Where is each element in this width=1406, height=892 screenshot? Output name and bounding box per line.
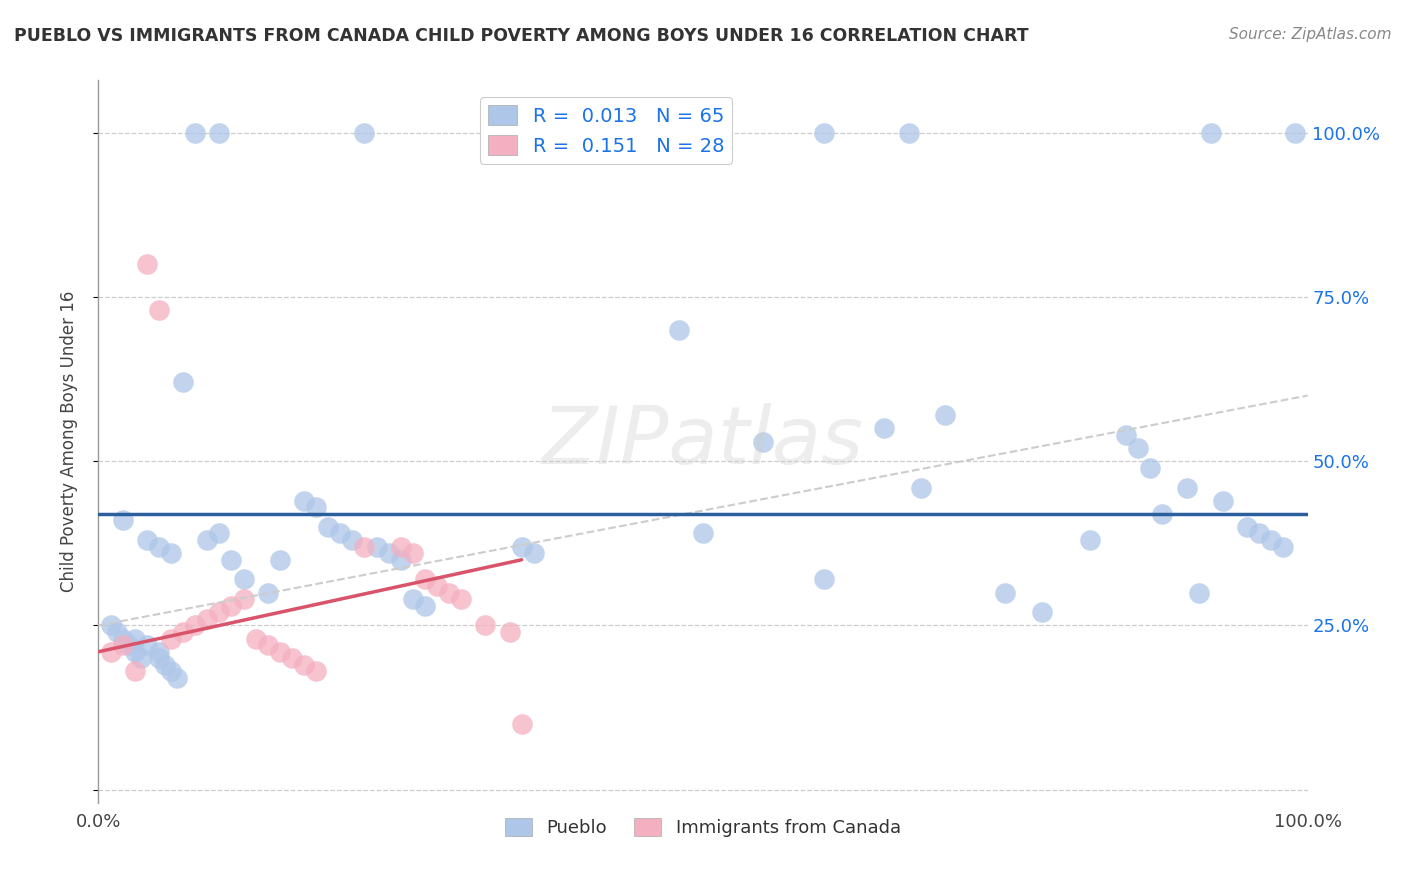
Point <box>160 665 183 679</box>
Point <box>100 618 122 632</box>
Point <box>153 657 176 672</box>
Point <box>281 651 304 665</box>
Point <box>232 573 254 587</box>
Point <box>498 625 520 640</box>
Point <box>148 303 170 318</box>
Point <box>897 126 920 140</box>
Point <box>208 126 231 140</box>
Point <box>292 657 315 672</box>
Point <box>184 126 207 140</box>
Point <box>135 533 157 547</box>
Point <box>160 632 183 646</box>
Point <box>166 671 188 685</box>
Point <box>342 533 364 547</box>
Point <box>221 599 243 613</box>
Point <box>172 625 194 640</box>
Text: ZIPatlas: ZIPatlas <box>541 402 865 481</box>
Point <box>292 493 315 508</box>
Point <box>256 638 278 652</box>
Point <box>124 665 146 679</box>
Point <box>160 546 183 560</box>
Point <box>510 717 533 731</box>
Point <box>510 540 533 554</box>
Point <box>1152 507 1174 521</box>
Point <box>111 632 134 646</box>
Point <box>1249 526 1271 541</box>
Point <box>221 553 243 567</box>
Point <box>1260 533 1282 547</box>
Point <box>402 592 425 607</box>
Point <box>873 421 896 435</box>
Point <box>148 651 170 665</box>
Point <box>426 579 449 593</box>
Point <box>1212 493 1234 508</box>
Point <box>1199 126 1222 140</box>
Point <box>668 323 690 337</box>
Point <box>413 599 436 613</box>
Point <box>305 665 328 679</box>
Point <box>1115 428 1137 442</box>
Point <box>148 540 170 554</box>
Point <box>402 546 425 560</box>
Point <box>1078 533 1101 547</box>
Point <box>1128 441 1150 455</box>
Point <box>752 434 775 449</box>
Point <box>813 126 835 140</box>
Point <box>305 500 328 515</box>
Point <box>256 585 278 599</box>
Point <box>124 645 146 659</box>
Point <box>329 526 352 541</box>
Point <box>353 540 375 554</box>
Point <box>934 409 956 423</box>
Point <box>389 540 412 554</box>
Point <box>1139 460 1161 475</box>
Point <box>208 605 231 619</box>
Point <box>1272 540 1295 554</box>
Point <box>1236 520 1258 534</box>
Point <box>692 526 714 541</box>
Point <box>129 651 152 665</box>
Point <box>474 618 496 632</box>
Point <box>389 553 412 567</box>
Point <box>523 546 546 560</box>
Text: PUEBLO VS IMMIGRANTS FROM CANADA CHILD POVERTY AMONG BOYS UNDER 16 CORRELATION C: PUEBLO VS IMMIGRANTS FROM CANADA CHILD P… <box>14 27 1029 45</box>
Point <box>184 618 207 632</box>
Point <box>195 612 218 626</box>
Point <box>245 632 267 646</box>
Point <box>195 533 218 547</box>
Point <box>124 632 146 646</box>
Point <box>413 573 436 587</box>
Y-axis label: Child Poverty Among Boys Under 16: Child Poverty Among Boys Under 16 <box>59 291 77 592</box>
Legend: Pueblo, Immigrants from Canada: Pueblo, Immigrants from Canada <box>498 811 908 845</box>
Point <box>1031 605 1053 619</box>
Text: Source: ZipAtlas.com: Source: ZipAtlas.com <box>1229 27 1392 42</box>
Point <box>111 638 134 652</box>
Point <box>377 546 399 560</box>
Point <box>148 645 170 659</box>
Point <box>135 257 157 271</box>
Point <box>232 592 254 607</box>
Point <box>910 481 932 495</box>
Point <box>172 376 194 390</box>
Point <box>366 540 388 554</box>
Point <box>111 513 134 527</box>
Point <box>1188 585 1211 599</box>
Point <box>353 126 375 140</box>
Point <box>437 585 460 599</box>
Point <box>208 526 231 541</box>
Point <box>1175 481 1198 495</box>
Point <box>994 585 1017 599</box>
Point <box>105 625 128 640</box>
Point <box>1284 126 1306 140</box>
Point <box>269 645 291 659</box>
Point <box>510 126 533 140</box>
Point <box>316 520 339 534</box>
Point <box>450 592 472 607</box>
Point <box>813 573 835 587</box>
Point <box>100 645 122 659</box>
Point <box>135 638 157 652</box>
Point <box>118 638 141 652</box>
Point <box>269 553 291 567</box>
